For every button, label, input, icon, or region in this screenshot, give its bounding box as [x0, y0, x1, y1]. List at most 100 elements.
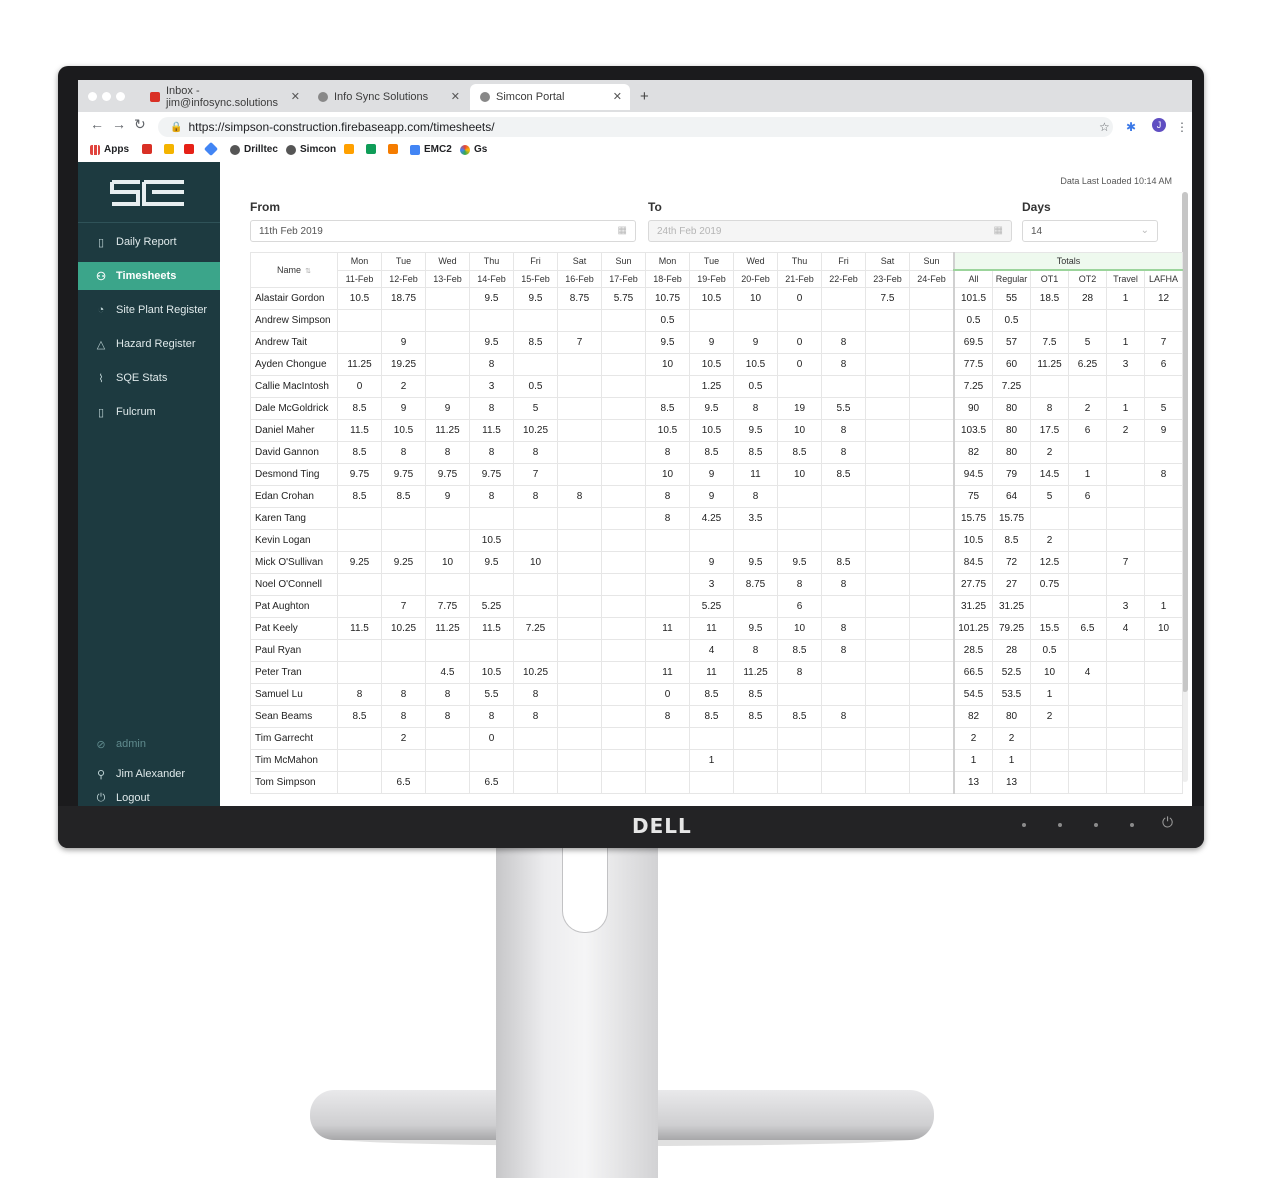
bookmark-youtube[interactable]: [184, 144, 198, 154]
sidebar-user[interactable]: ⚲ Jim Alexander: [78, 760, 220, 788]
sidebar-item-fulcrum[interactable]: ▯ Fulcrum: [78, 398, 220, 426]
from-date-picker[interactable]: 11th Feb 2019 ▦: [250, 220, 636, 242]
url-text: https://simpson-construction.firebaseapp…: [188, 120, 495, 134]
bookmark-apps[interactable]: Apps: [90, 144, 129, 155]
new-tab-icon[interactable]: +: [640, 88, 649, 105]
to-label: To: [648, 200, 662, 214]
monitor-button[interactable]: [1022, 823, 1026, 827]
close-icon[interactable]: ✕: [612, 91, 622, 103]
hours-cell: [865, 639, 910, 662]
sidebar-item-hazard-register[interactable]: △ Hazard Register: [78, 330, 220, 358]
window-close-dot[interactable]: [88, 92, 97, 101]
hours-cell: 10: [777, 617, 822, 640]
day-of-week-header: Sun: [909, 252, 955, 271]
window-zoom-dot[interactable]: [116, 92, 125, 101]
total-cell: 101.5: [953, 287, 993, 310]
day-of-week-header: Mon: [645, 252, 690, 271]
hours-cell: 9.5: [733, 419, 778, 442]
total-cell: 1: [1106, 331, 1145, 354]
hours-cell: [733, 749, 778, 772]
monitor-button[interactable]: [1130, 823, 1134, 827]
profile-avatar[interactable]: J: [1152, 118, 1166, 132]
scrollbar-thumb[interactable]: [1182, 192, 1188, 692]
bookmark-sheets[interactable]: [366, 144, 380, 154]
date-header: 16-Feb: [557, 269, 602, 288]
hours-cell: 8: [821, 617, 866, 640]
employee-name: Daniel Maher: [250, 419, 338, 442]
bookmark-analytics[interactable]: [388, 144, 402, 154]
close-icon[interactable]: ✕: [290, 91, 300, 103]
hours-cell: 8.5: [337, 397, 382, 420]
total-cell: 1: [1030, 683, 1069, 706]
power-icon[interactable]: ⏻: [1162, 814, 1174, 830]
hours-cell: [513, 595, 558, 618]
hours-cell: [865, 749, 910, 772]
hours-cell: [865, 705, 910, 728]
day-of-week-header: Sat: [865, 252, 910, 271]
sidebar-item-daily-report[interactable]: ▯ Daily Report: [78, 228, 220, 256]
name-column-header[interactable]: Name ⇅: [250, 252, 338, 288]
total-cell: [1068, 705, 1107, 728]
hours-cell: 8.5: [381, 485, 426, 508]
site-icon: [318, 92, 328, 102]
hours-cell: 8.75: [557, 287, 602, 310]
hours-cell: 9: [689, 485, 734, 508]
monitor-button[interactable]: [1058, 823, 1062, 827]
bookmark-gmail[interactable]: [142, 144, 156, 154]
date-header: 11-Feb: [337, 269, 382, 288]
total-cell: [1144, 705, 1183, 728]
bookmark-drive[interactable]: [164, 144, 178, 154]
hours-cell: [337, 661, 382, 684]
bookmark-firebase[interactable]: [344, 144, 358, 154]
forward-icon[interactable]: →: [112, 116, 126, 132]
hours-cell: 7: [381, 595, 426, 618]
site-icon: [286, 144, 296, 155]
hours-cell: [645, 529, 690, 552]
back-icon[interactable]: ←: [90, 116, 104, 132]
monitor-button[interactable]: [1094, 823, 1098, 827]
sheets-icon: [366, 144, 376, 154]
bookmark-site[interactable]: [203, 141, 220, 157]
date-header: 13-Feb: [425, 269, 470, 288]
table-row: Desmond Ting 9.75 9.75 9.75 9.75 7 10 9 11 10 8.5 9…: [250, 463, 1183, 486]
bookmark-emc2[interactable]: EMC2: [410, 144, 452, 155]
browser-tab[interactable]: Info Sync Solutions ✕: [308, 84, 468, 110]
bookmark-simcon[interactable]: Simcon: [286, 144, 336, 155]
hours-cell: [425, 529, 470, 552]
bookmark-drilltec[interactable]: Drilltec: [230, 144, 278, 155]
hours-cell: [821, 309, 866, 332]
hours-cell: [909, 441, 955, 464]
hours-cell: [909, 529, 955, 552]
browser-tab-active[interactable]: Simcon Portal ✕: [470, 84, 630, 110]
days-select[interactable]: 14 ⌄: [1022, 220, 1158, 242]
total-cell: 84.5: [953, 551, 993, 574]
window-minimize-dot[interactable]: [102, 92, 111, 101]
hours-cell: [733, 595, 778, 618]
total-cell: 31.25: [953, 595, 993, 618]
sort-icon[interactable]: ⇅: [305, 268, 311, 275]
total-cell: [1144, 749, 1183, 772]
total-cell: 5: [1068, 331, 1107, 354]
menu-kebab-icon[interactable]: ⋮: [1176, 120, 1188, 134]
sidebar-logout[interactable]: ⏻ Logout: [78, 790, 220, 806]
hours-cell: [645, 749, 690, 772]
star-icon[interactable]: ☆: [1099, 120, 1110, 134]
browser-tab[interactable]: Inbox - jim@infosync.solutions ✕: [140, 84, 308, 110]
hours-cell: [425, 771, 470, 794]
hours-cell: [601, 551, 646, 574]
sidebar-item-site-plant-register[interactable]: ◔ Site Plant Register: [78, 296, 220, 324]
sidebar-item-sqe-stats[interactable]: ⌇ SQE Stats: [78, 364, 220, 392]
extension-icon[interactable]: ✱: [1126, 120, 1137, 134]
hours-cell: 9.5: [733, 617, 778, 640]
sidebar-item-timesheets[interactable]: ⚇ Timesheets: [78, 262, 220, 290]
hours-cell: [865, 617, 910, 640]
table-row: Sean Beams 8.5 8 8 8 8 8 8.5 8.5 8.5 8 82 80 2: [250, 705, 1183, 728]
reload-icon[interactable]: ↻: [134, 116, 146, 132]
bookmark-gs[interactable]: Gs: [460, 144, 487, 155]
hours-cell: [557, 661, 602, 684]
bookmarks-bar: Apps Drilltec Simcon EMC2 Gs: [78, 140, 1192, 163]
close-icon[interactable]: ✕: [450, 91, 460, 103]
totals-column-header: All: [953, 269, 993, 288]
address-bar[interactable]: 🔒 https://simpson-construction.firebasea…: [158, 117, 1113, 137]
hours-cell: [513, 639, 558, 662]
